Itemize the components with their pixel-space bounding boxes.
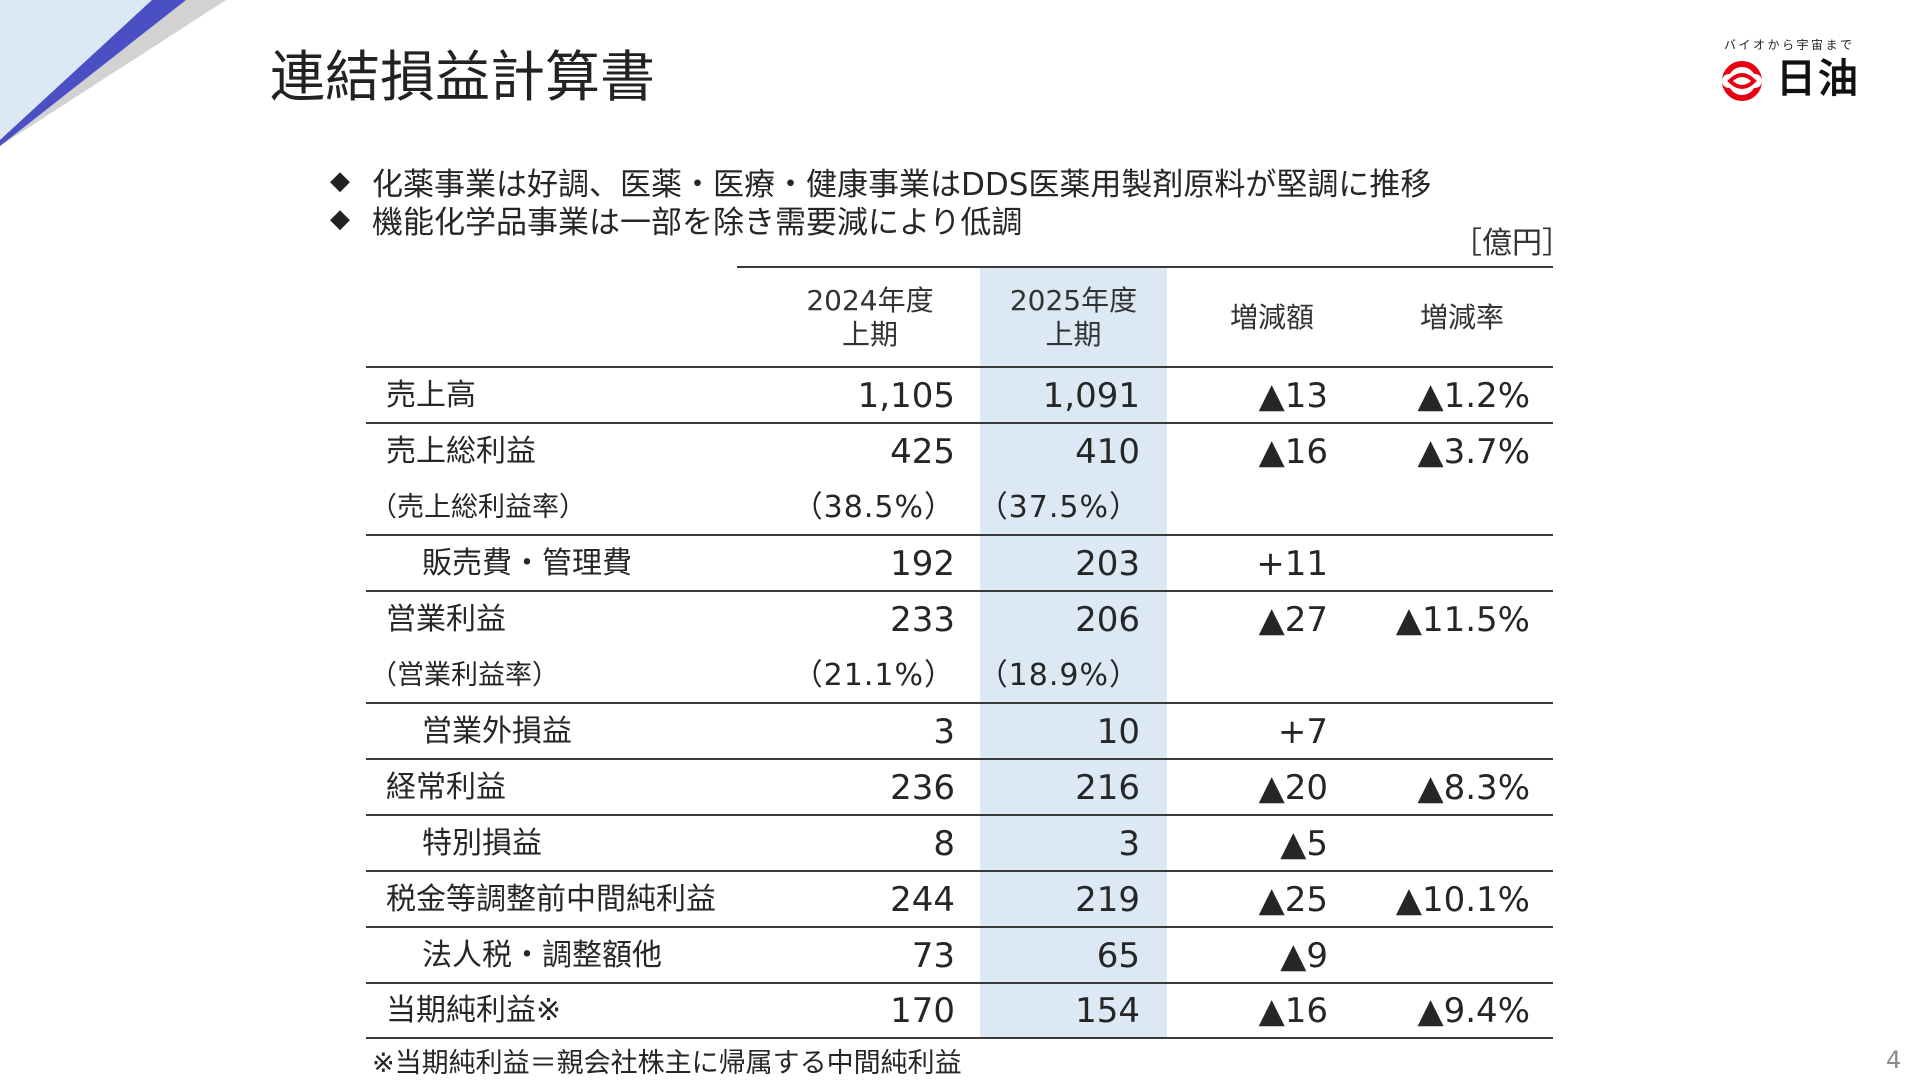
row-label: （営業利益率） bbox=[370, 660, 559, 691]
row-divider bbox=[366, 422, 1553, 424]
value-rate: ▲11.5% bbox=[1395, 600, 1530, 640]
value-fy2024: （21.1%） bbox=[792, 658, 955, 693]
row-divider bbox=[366, 926, 1553, 928]
row-label: 販売費・管理費 bbox=[422, 546, 632, 581]
page-number: 4 bbox=[1886, 1046, 1902, 1074]
table-bottom-rule bbox=[366, 1037, 1553, 1039]
table-row: 経常利益 236 216 ▲20 ▲8.3% bbox=[366, 760, 1553, 816]
header-rate: 増減率 bbox=[1419, 300, 1504, 334]
value-fy2024: 236 bbox=[890, 768, 955, 808]
row-label: 売上総利益 bbox=[386, 434, 536, 469]
value-fy2025: 203 bbox=[1075, 544, 1140, 584]
company-logo: バイオから宇宙まで 日油 bbox=[1720, 34, 1870, 104]
table-row: （営業利益率） （21.1%） （18.9%） bbox=[366, 648, 1553, 704]
row-divider bbox=[366, 590, 1553, 592]
value-diff: +7 bbox=[1277, 712, 1328, 752]
row-divider bbox=[366, 870, 1553, 872]
header-fy2024: 2024年度 上期 bbox=[806, 283, 934, 351]
value-diff: ▲20 bbox=[1258, 768, 1328, 808]
value-diff: ▲16 bbox=[1258, 991, 1328, 1031]
table-row: 法人税・調整額他 73 65 ▲9 bbox=[366, 928, 1553, 984]
value-fy2024: 3 bbox=[933, 712, 955, 752]
value-fy2025: 216 bbox=[1075, 768, 1140, 808]
value-fy2024: 73 bbox=[911, 936, 955, 976]
nof-logo-icon bbox=[1722, 61, 1762, 101]
table-header: 2024年度 上期 2025年度 上期 増減額 増減率 bbox=[737, 268, 1553, 367]
value-rate: ▲10.1% bbox=[1395, 880, 1530, 920]
highlight-column-2025 bbox=[980, 268, 1167, 1038]
row-divider bbox=[366, 814, 1553, 816]
row-label: 営業利益 bbox=[386, 602, 506, 637]
value-fy2025: 10 bbox=[1096, 712, 1140, 752]
value-diff: ▲27 bbox=[1258, 600, 1328, 640]
row-divider bbox=[366, 702, 1553, 704]
value-rate: ▲9.4% bbox=[1417, 991, 1530, 1031]
bullet-item: ◆ 化薬事業は好調、医薬・医療・健康事業はDDS医薬用製剤原料が堅調に推移 bbox=[330, 162, 1431, 203]
row-label: 法人税・調整額他 bbox=[422, 938, 662, 973]
row-label: （売上総利益率） bbox=[370, 492, 586, 523]
table-header-rule bbox=[366, 366, 1553, 368]
table-row: 営業外損益 3 10 +7 bbox=[366, 704, 1553, 760]
row-divider bbox=[366, 534, 1553, 536]
value-diff: ▲25 bbox=[1258, 880, 1328, 920]
row-divider bbox=[366, 982, 1553, 984]
value-fy2025: 206 bbox=[1075, 600, 1140, 640]
bullet-text: 機能化学品事業は一部を除き需要減により低調 bbox=[372, 204, 1023, 241]
value-diff: ▲9 bbox=[1280, 936, 1328, 976]
value-fy2025: 1,091 bbox=[1042, 376, 1140, 416]
value-fy2025: 410 bbox=[1075, 432, 1140, 472]
row-label: 売上高 bbox=[386, 378, 476, 413]
row-label: 営業外損益 bbox=[422, 714, 572, 749]
table-top-rule bbox=[737, 266, 1553, 268]
value-fy2025: 65 bbox=[1096, 936, 1140, 976]
value-fy2024: 425 bbox=[890, 432, 955, 472]
value-fy2024: 192 bbox=[890, 544, 955, 584]
diamond-bullet-icon: ◆ bbox=[330, 166, 350, 196]
value-fy2025: 154 bbox=[1075, 991, 1140, 1031]
corner-decoration-icon bbox=[0, 0, 226, 146]
row-divider bbox=[366, 758, 1553, 760]
logo-name: 日油 bbox=[1776, 56, 1860, 102]
value-diff: ▲5 bbox=[1280, 824, 1328, 864]
header-fy2025: 2025年度 上期 bbox=[1009, 283, 1138, 351]
value-fy2024: 244 bbox=[890, 880, 955, 920]
value-fy2025: （18.9%） bbox=[977, 658, 1140, 693]
row-label: 経常利益 bbox=[386, 770, 506, 805]
value-fy2025: 3 bbox=[1118, 824, 1140, 864]
table-row: （売上総利益率） （38.5%） （37.5%） bbox=[366, 480, 1553, 536]
footnote: ※当期純利益＝親会社株主に帰属する中間純利益 bbox=[372, 1048, 962, 1079]
value-fy2024: （38.5%） bbox=[792, 490, 955, 525]
value-fy2024: 233 bbox=[890, 600, 955, 640]
row-label: 当期純利益※ bbox=[386, 993, 562, 1028]
unit-label: ［億円］ bbox=[1452, 226, 1572, 261]
row-label: 特別損益 bbox=[422, 826, 542, 861]
value-diff: ▲13 bbox=[1258, 376, 1328, 416]
value-rate: ▲1.2% bbox=[1417, 376, 1530, 416]
bullet-item: ◆ 機能化学品事業は一部を除き需要減により低調 bbox=[330, 200, 1431, 241]
table-row: 販売費・管理費 192 203 +11 bbox=[366, 536, 1553, 592]
table-row: 特別損益 8 3 ▲5 bbox=[366, 816, 1553, 872]
value-fy2024: 1,105 bbox=[857, 376, 955, 416]
table-row: 売上高 1,105 1,091 ▲13 ▲1.2% bbox=[366, 368, 1553, 424]
value-rate: ▲3.7% bbox=[1417, 432, 1530, 472]
summary-bullets: ◆ 化薬事業は好調、医薬・医療・健康事業はDDS医薬用製剤原料が堅調に推移 ◆ … bbox=[330, 162, 1431, 241]
table-row: 営業利益 233 206 ▲27 ▲11.5% bbox=[366, 592, 1553, 648]
value-diff: ▲16 bbox=[1258, 432, 1328, 472]
diamond-bullet-icon: ◆ bbox=[330, 204, 350, 234]
table-row: 税金等調整前中間純利益 244 219 ▲25 ▲10.1% bbox=[366, 872, 1553, 928]
row-label: 税金等調整前中間純利益 bbox=[386, 882, 716, 917]
value-fy2024: 170 bbox=[890, 991, 955, 1031]
table-row: 売上総利益 425 410 ▲16 ▲3.7% bbox=[366, 424, 1553, 480]
header-diff: 増減額 bbox=[1229, 300, 1314, 334]
value-fy2025: 219 bbox=[1075, 880, 1140, 920]
value-fy2024: 8 bbox=[933, 824, 955, 864]
logo-tagline: バイオから宇宙まで bbox=[1724, 38, 1855, 52]
table-row: 当期純利益※ 170 154 ▲16 ▲9.4% bbox=[366, 983, 1553, 1039]
value-diff: +11 bbox=[1256, 544, 1328, 584]
page-title: 連結損益計算書 bbox=[270, 45, 656, 109]
value-rate: ▲8.3% bbox=[1417, 768, 1530, 808]
value-fy2025: （37.5%） bbox=[977, 490, 1140, 525]
bullet-text: 化薬事業は好調、医薬・医療・健康事業はDDS医薬用製剤原料が堅調に推移 bbox=[372, 166, 1432, 203]
